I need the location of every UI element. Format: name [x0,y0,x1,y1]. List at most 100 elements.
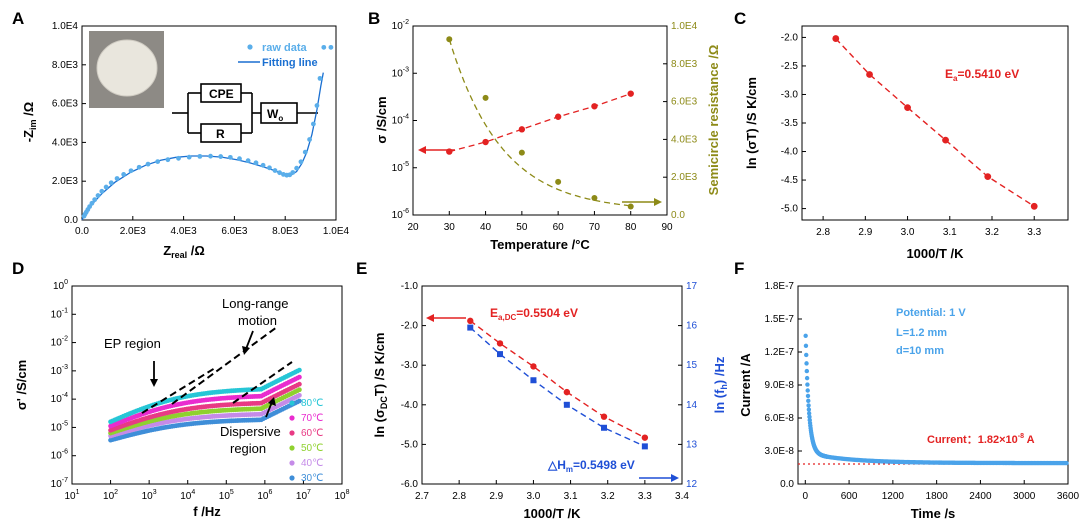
panel-d-ytick-label: 10-1 [51,307,68,320]
panel-a-ytick-label: 8.0E3 [52,60,79,71]
series-0 [108,398,302,443]
panel-c-xtick-label: 2.8 [816,227,830,238]
panel-e-point-blue [641,443,648,450]
conductivity-spectrum-point [296,392,302,398]
panel-a-ytick-label: 0.0 [64,215,78,226]
panel-e-ytick-label: -1.0 [401,281,419,292]
panel-d-xtick-label: 103 [142,489,157,502]
raw-data-point [237,156,242,162]
panel-a-xtick-label: 8.0E3 [272,226,299,237]
panel-d-frame [71,285,343,485]
panel-e-point-red [467,317,474,325]
panel-e-xtick-label: 3.1 [564,491,578,502]
panel-e-point-blue [601,424,607,431]
conductivity-spectrum-point [296,381,302,387]
current-point [805,388,810,393]
panel-f-xtick-label: 3000 [1013,491,1036,502]
panel-a-ticks: 0.0 2.0E3 4.0E3 6.0E3 8.0E3 1.0E4 0.0 2.0E3 4.0E… [52,21,350,237]
panel-label-f: F [734,259,744,278]
conductivity-point [554,113,562,120]
panel-b-y2tick-label: 6.0E3 [671,97,698,108]
panel-label-d: D [12,259,24,278]
panel-e-ytick-label: -2.0 [401,321,419,332]
panel-e-point-red [563,388,571,396]
raw-data-point [145,161,151,167]
panel-d-legend: 80℃ 70℃ 60℃ 50℃ 40℃ 30℃ [289,398,323,484]
panel-d-ytick-label: 10-5 [51,420,68,433]
panel-d-xtick-label: 108 [334,489,349,502]
panel-b-y2tick-label: 1.0E4 [671,21,698,32]
panel-f-ytick-label: 3.0E-8 [765,446,795,457]
legend-marker [289,415,295,421]
raw-data-point [260,162,266,168]
raw-data-point [165,157,171,163]
panel-b-ytick-label: 10-6 [392,208,409,221]
raw-data-point [95,193,101,198]
raw-data-point [314,103,320,108]
panel-d-ytick-label: 10-6 [51,449,68,462]
panel-e-ylabel: ln (σDCT) /S K/cm [372,333,389,438]
panel-e-y2label: ln (fh) /Hz [712,356,729,413]
panel-c-point [866,71,873,78]
raw-data-point [310,121,316,127]
legend-temperature: 60℃ [301,428,323,439]
panel-d-ytick-label: 100 [53,279,68,292]
panel-a: A 0.0 2.0E3 4.0E3 6.0E3 8.0E3 1.0E4 0.0 2.0E3 4.… [12,9,350,260]
panel-b-ytick-label: 10-2 [392,19,409,32]
panel-b-ytick-label: 10-4 [392,114,409,127]
panel-d-ytick-label: 10-4 [51,392,68,405]
panel-a-frame [81,25,337,221]
panel-b-xtick-label: 80 [625,222,637,233]
panel-f-ytick-label: 1.8E-7 [765,281,795,292]
raw-data-point [294,165,300,171]
panel-c-fit [835,38,1035,207]
panel-b-xtick-label: 60 [553,222,565,233]
panel-e-y2tick-label: 17 [686,281,698,292]
panel-e-xtick-label: 3.0 [526,491,540,502]
panel-c-xtick-label: 3.3 [1027,227,1041,238]
panel-a-xtick-label: 2.0E3 [120,226,147,237]
panel-d-arrows [150,330,276,418]
panel-f-xtick-label: 0 [803,491,809,502]
conductivity-trend [449,93,631,153]
panel-c-ylabel: ln (σT) /S K/cm [744,77,759,169]
legend-marker [289,460,295,466]
conductivity-spectrum-point [296,398,302,404]
conductivity-spectrum-point [296,367,302,373]
panel-e-point-blue [563,401,570,408]
annotation-long-range: Long-range [222,296,289,311]
conductivity-spectrum-point [296,387,302,393]
panel-a-ytick-label: 1.0E4 [52,21,79,32]
panel-e-xlabel: 1000/T /K [523,506,581,521]
current-point [804,352,809,358]
current-point [803,343,809,348]
panel-d-xlabel: f /Hz [193,504,221,519]
panel-a-xtick-label: 1.0E4 [323,226,350,237]
panel-a-ytick-label: 6.0E3 [52,99,79,110]
panel-d-xtick-label: 102 [103,489,118,502]
panel-f-xtick-label: 1200 [882,491,905,502]
panel-d-xtick-label: 104 [180,489,195,502]
panel-d-ytick-label: 10-7 [51,477,68,490]
panel-e-annotation-red: Ea,DC=0.5504 eV [490,306,578,322]
raw-data-point [176,155,181,161]
panel-e-point-blue [497,351,503,358]
r-label: R [216,127,225,141]
conductivity-point [482,138,489,146]
panel-c-ticks: 2.8 2.9 3.0 3.1 3.2 3.3 -5.0 -4.5 -4.0 -3.5 -3.0 -2… [781,32,1042,238]
panel-label-e: E [356,259,367,278]
legend-marker [289,445,295,451]
conductivity-point [518,126,526,133]
panel-b-xtick-label: 40 [480,222,492,233]
panel-b-ylabel: σ /S/cm [374,96,389,143]
panel-label-a: A [12,9,24,28]
resistance-point [482,94,489,101]
raw-data-point [92,197,98,203]
legend-marker [289,430,295,436]
resistance-trend [448,39,631,207]
panel-a-xtick-label: 4.0E3 [171,226,198,237]
panel-e-ytick-label: -4.0 [401,400,419,411]
panel-f-data [798,333,1069,466]
current-point [806,411,812,416]
panel-e-y2tick-label: 13 [686,439,698,450]
